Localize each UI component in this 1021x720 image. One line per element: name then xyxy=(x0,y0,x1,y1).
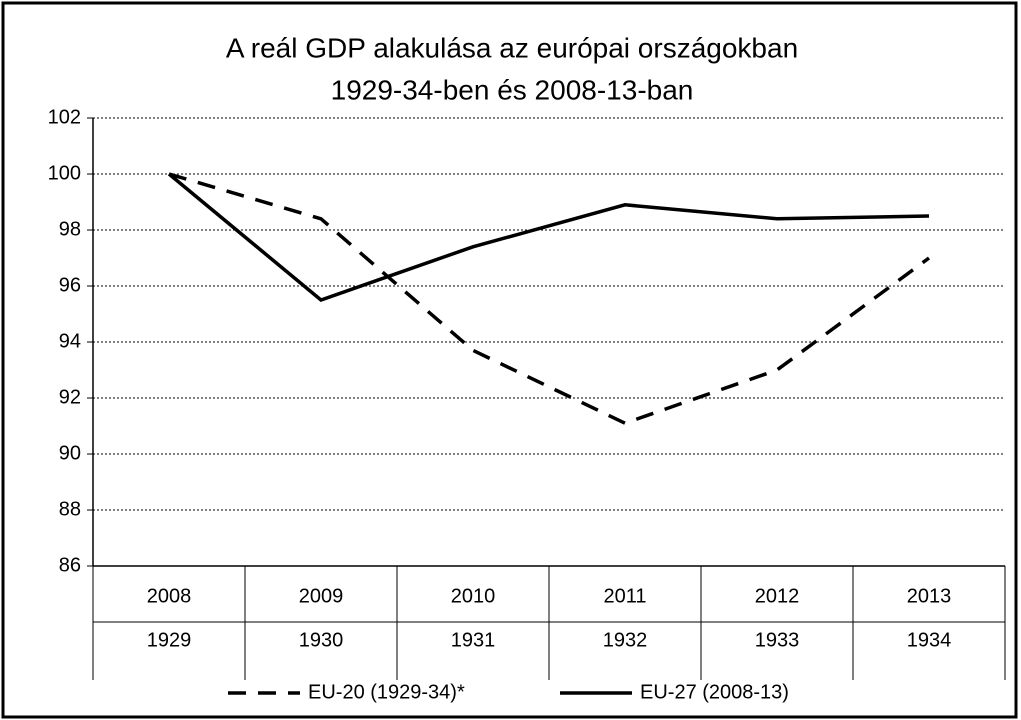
y-tick-label: 86 xyxy=(59,554,81,576)
y-tick-label: 92 xyxy=(59,386,81,408)
x-tick-label-secondary: 1934 xyxy=(907,629,952,651)
x-tick-label: 2013 xyxy=(907,585,952,607)
x-tick-label-secondary: 1933 xyxy=(755,629,800,651)
y-tick-label: 102 xyxy=(48,106,81,128)
y-tick-label: 98 xyxy=(59,218,81,240)
series-line xyxy=(168,172,931,426)
legend-label: EU-20 (1929-34)* xyxy=(308,681,465,703)
y-tick-label: 88 xyxy=(59,498,81,520)
y-tick-label: 94 xyxy=(59,330,81,352)
x-tick-label: 2008 xyxy=(147,585,192,607)
chart-title: 1929-34-ben és 2008-13-ban xyxy=(331,74,694,105)
x-tick-label-secondary: 1930 xyxy=(299,629,344,651)
x-tick-label-secondary: 1931 xyxy=(451,629,496,651)
legend-label: EU-27 (2008-13) xyxy=(640,681,789,703)
series-line xyxy=(167,172,930,302)
y-tick-label: 90 xyxy=(59,442,81,464)
y-tick-label: 100 xyxy=(48,162,81,184)
x-tick-label: 2012 xyxy=(755,585,800,607)
y-tick-label: 96 xyxy=(59,274,81,296)
chart-title: A reál GDP alakulása az európai országok… xyxy=(226,32,798,63)
x-tick-label: 2009 xyxy=(299,585,344,607)
x-tick-label: 2011 xyxy=(603,585,646,607)
x-tick-label: 2010 xyxy=(451,585,496,607)
x-tick-label-secondary: 1929 xyxy=(147,629,192,651)
x-tick-label-secondary: 1932 xyxy=(603,629,648,651)
